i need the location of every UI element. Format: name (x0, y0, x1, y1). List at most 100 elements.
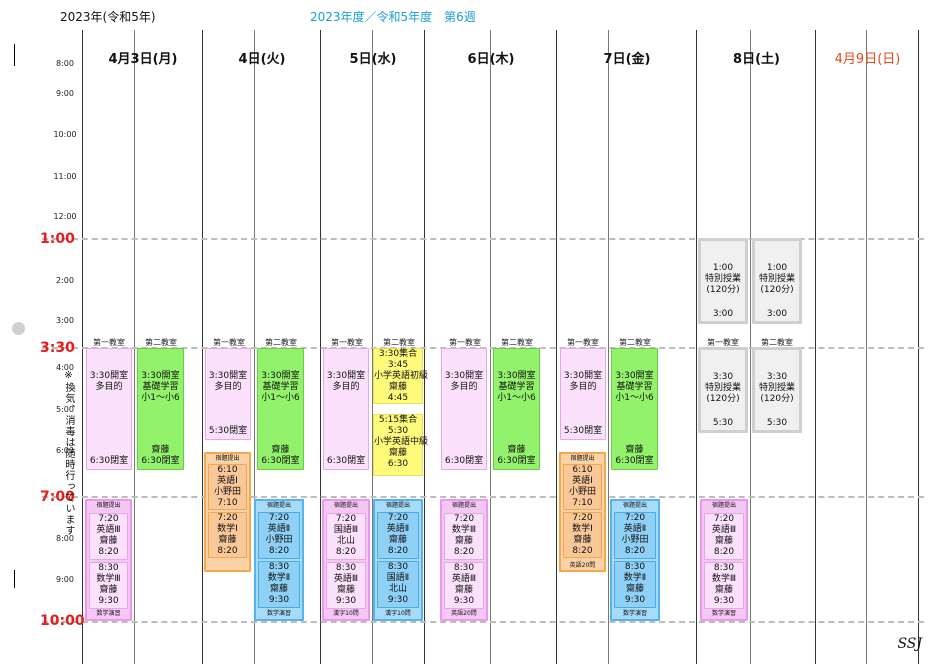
block-text: 英語20問 (451, 610, 477, 617)
time-label-major: 1:00 (40, 231, 75, 247)
block-text: 漢字10問 (333, 610, 359, 617)
room-label: 第二教室 (761, 338, 793, 347)
block-text: 宿題提出 (451, 502, 476, 509)
time-divider (42, 496, 924, 498)
english-elementary-block: 3:30集合 3:45 小学英語初級 齋藤 4:45 (373, 348, 429, 404)
lesson-block: 8:30 国語Ⅱ 北山 9:30 (377, 561, 419, 608)
time-label: 5:00 (56, 405, 74, 414)
week-label: 2023年度／令和5年度 第6週 (310, 10, 476, 24)
lesson-block: 8:30 英語Ⅲ 齋藤 9:30 (444, 562, 484, 609)
block-text: 3:30 特別授業 (120分) (758, 372, 795, 404)
basic-study-block: 3:30開室 基礎学習 小1～小6 齋藤 6:30閉室 (137, 348, 184, 470)
room-label: 第一教室 (707, 338, 739, 347)
lesson-block: 7:20 英語Ⅱ 齋藤 8:20 (377, 512, 419, 559)
lesson-block: 7:20 数学Ⅰ 齋藤 8:20 (208, 512, 247, 558)
lesson-block: 8:30 数学Ⅱ 齋藤 9:30 (614, 561, 656, 608)
room-label: 第二教室 (265, 338, 297, 347)
block-text: 5:30閉室 (563, 426, 603, 436)
block-text: 宿題提出 (622, 502, 647, 509)
block-text: 齋藤 6:30閉室 (615, 445, 654, 466)
margin-mark (14, 570, 15, 588)
lesson-group: 宿題提出 7:20 英語Ⅱ 小野田 8:20 8:30 数学Ⅱ 齋藤 9:30 … (610, 499, 660, 621)
time-label-major: 3:30 (40, 340, 75, 356)
lesson-group: 宿題提出 7:20 国語Ⅲ 北山 8:20 8:30 英語Ⅲ 齋藤 9:30 漢… (322, 499, 370, 621)
day-header-mon: 4月3日(月) (108, 52, 178, 67)
block-text: 宿題提出 (333, 502, 358, 509)
basic-study-block: 3:30開室 基礎学習 小1～小6 齋藤 6:30閉室 (493, 348, 540, 470)
block-text: 3:00 (712, 309, 734, 319)
time-label: 8:00 (56, 534, 74, 543)
lesson-group: 宿題提出 6:10 英語Ⅰ 小野田 7:10 7:20 数学Ⅰ 齋藤 8:20 … (559, 452, 606, 572)
time-label: 3:00 (56, 316, 74, 325)
block-text: 3:30開室 基礎学習 小1～小6 (261, 371, 300, 403)
lesson-block: 8:30 数学Ⅱ 齋藤 9:30 (258, 561, 300, 608)
time-divider (42, 621, 924, 623)
lesson-block: 8:30 数学Ⅲ 齋藤 9:30 (704, 562, 744, 609)
block-text: 3:30開室 多目的 (444, 371, 484, 392)
open-room-block: 3:30開室 多目的 6:30閉室 (441, 348, 487, 470)
room-label: 第一教室 (567, 338, 599, 347)
block-text: 5:30閉室 (208, 426, 248, 436)
block-text: 3:30開室 多目的 (326, 371, 366, 392)
time-label: 4:00 (56, 363, 74, 372)
lesson-block: 7:20 数学Ⅲ 齋藤 8:20 (444, 513, 484, 560)
open-room-block: 3:30開室 多目的 5:30閉室 (560, 348, 606, 440)
time-label: 11:00 (53, 172, 77, 181)
block-text: 3:30開室 多目的 (208, 371, 248, 392)
room-label: 第一教室 (449, 338, 481, 347)
block-text: 5:30 (766, 418, 788, 428)
room-label: 第一教室 (213, 338, 245, 347)
room-label: 第一教室 (331, 338, 363, 347)
time-label: 2:00 (56, 276, 74, 285)
time-label-major: 7:00 (40, 489, 75, 505)
block-text: 1:00 特別授業 (120分) (758, 263, 795, 295)
block-text: 宿題提出 (215, 455, 240, 462)
room-label: 第二教室 (383, 338, 415, 347)
block-text: 齋藤 6:30閉室 (497, 445, 536, 466)
block-text: 3:00 (766, 309, 788, 319)
block-text: 数学演習 (96, 610, 121, 617)
english-intermediate-block: 5:15集合 5:30 小学英語中級 齋藤 6:30 (373, 414, 428, 476)
block-text: 宿題提出 (385, 502, 410, 509)
block-text: 漢字10問 (385, 610, 411, 617)
block-text: 宿題提出 (711, 502, 736, 509)
open-room-block: 3:30開室 多目的 6:30閉室 (86, 348, 132, 470)
lesson-block: 7:20 英語Ⅱ 小野田 8:20 (258, 512, 300, 559)
time-label: 12:00 (53, 212, 77, 221)
time-label-major: 10:00 (40, 613, 85, 629)
block-text: 6:30閉室 (326, 456, 366, 466)
year-label: 2023年(令和5年) (60, 10, 156, 24)
block-text: 宿題提出 (96, 502, 121, 509)
lesson-block: 6:10 英語Ⅰ 小野田 7:10 (563, 464, 602, 510)
lesson-block: 7:20 数学Ⅰ 齋藤 8:20 (563, 512, 602, 558)
lesson-group: 宿題提出 7:20 英語Ⅱ 小野田 8:20 8:30 数学Ⅱ 齋藤 9:30 … (254, 499, 304, 621)
time-label: 9:00 (56, 575, 74, 584)
special-class-block: 1:00 特別授業 (120分) 3:00 (698, 238, 748, 324)
open-room-block: 3:30開室 多目的 5:30閉室 (205, 348, 251, 440)
block-text: 3:30開室 基礎学習 小1～小6 (615, 371, 654, 403)
lesson-block: 7:20 英語Ⅱ 小野田 8:20 (614, 512, 656, 559)
block-text: 齋藤 6:30閉室 (261, 445, 300, 466)
block-text: 6:30閉室 (89, 456, 129, 466)
block-text: 数学演習 (711, 610, 736, 617)
day-header-thu: 6日(木) (467, 52, 515, 67)
block-text: 3:30開室 多目的 (563, 371, 603, 392)
block-text: 数学演習 (266, 610, 291, 617)
time-label: 9:00 (56, 89, 74, 98)
time-label: 6:00 (56, 446, 74, 455)
block-text: 齋藤 6:30閉室 (141, 445, 180, 466)
time-label: 8:00 (56, 59, 74, 68)
block-text: 数学演習 (622, 610, 647, 617)
block-text: 3:30開室 多目的 (89, 371, 129, 392)
lesson-group: 宿題提出 7:20 英語Ⅱ 齋藤 8:20 8:30 国語Ⅱ 北山 9:30 漢… (373, 499, 423, 621)
lesson-block: 8:30 数学Ⅲ 齋藤 9:30 (89, 562, 128, 609)
block-text: 5:30 (712, 418, 734, 428)
lesson-group: 宿題提出 7:20 英語Ⅲ 齋藤 8:20 8:30 数学Ⅲ 齋藤 9:30 数… (85, 499, 132, 621)
block-text: 宿題提出 (266, 502, 291, 509)
block-text: 3:30開室 基礎学習 小1～小6 (141, 371, 180, 403)
basic-study-block: 3:30開室 基礎学習 小1～小6 齋藤 6:30閉室 (257, 348, 304, 470)
lesson-block: 7:20 英語Ⅲ 齋藤 8:20 (89, 513, 128, 560)
room-label: 第二教室 (501, 338, 533, 347)
day-header-tue: 4日(火) (238, 52, 286, 67)
lesson-block: 7:20 英語Ⅲ 齋藤 8:20 (704, 513, 744, 560)
